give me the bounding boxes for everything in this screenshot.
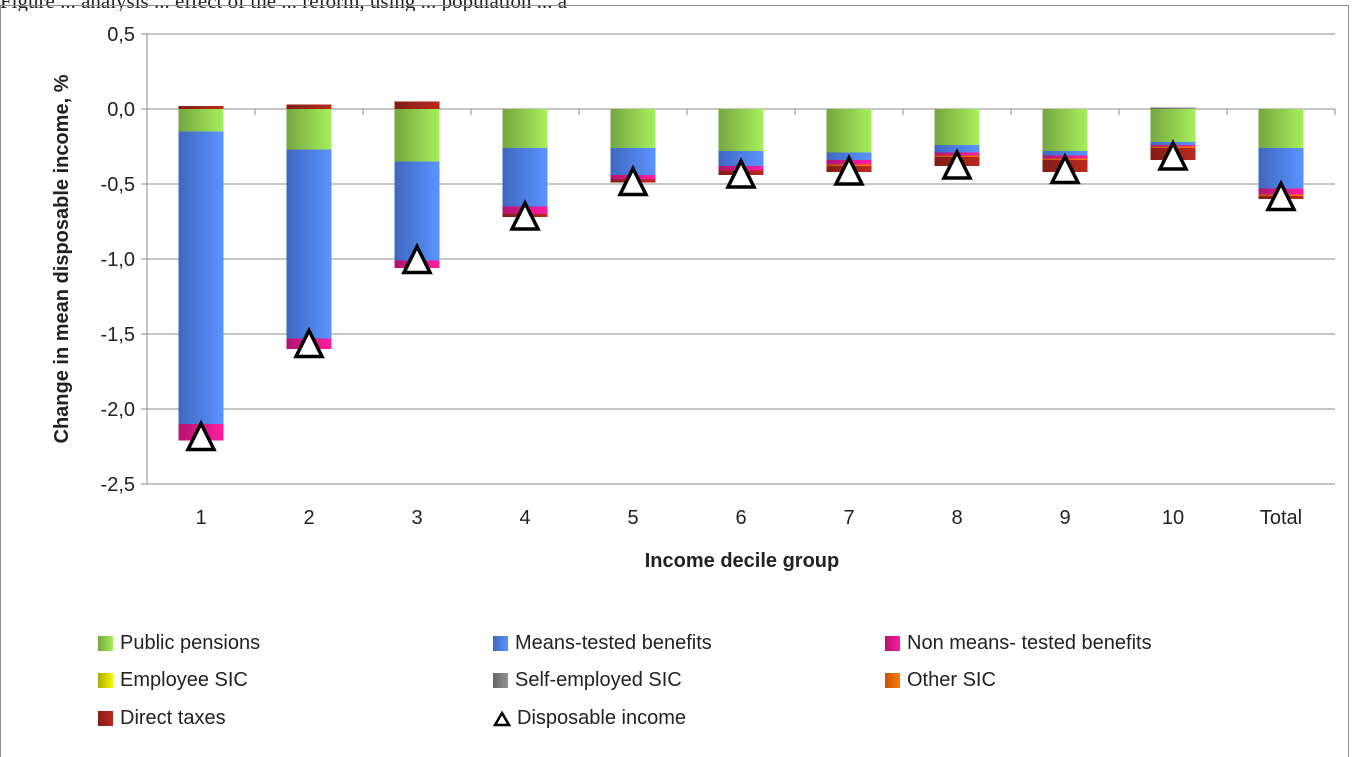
bar-segment	[178, 109, 224, 132]
x-tick-label: 6	[735, 507, 746, 529]
legend-label: Other SIC	[907, 669, 996, 691]
bar-segment	[502, 109, 548, 148]
legend-swatch	[885, 673, 900, 688]
legend-swatch	[98, 636, 113, 651]
y-tick-label: 0,5	[107, 24, 135, 46]
legend-swatch	[885, 636, 900, 651]
disposable-income-marker	[401, 242, 433, 275]
x-axis-title: Income decile group	[645, 550, 839, 572]
legend-label: Disposable income	[517, 707, 686, 729]
legend-swatch	[493, 673, 508, 688]
legend-swatch	[98, 673, 113, 688]
bar-segment	[286, 109, 332, 150]
legend-item: Means-tested benefits	[493, 632, 712, 655]
bar-segment	[178, 131, 224, 424]
bar-segment	[394, 101, 440, 109]
bar-segment	[1150, 109, 1196, 142]
disposable-income-marker	[293, 326, 325, 359]
triangle-marker-icon	[493, 710, 511, 726]
bar-segment	[826, 109, 872, 153]
x-tick-label: 9	[1059, 507, 1070, 529]
disposable-income-marker	[725, 157, 757, 189]
bar-segment	[1258, 109, 1304, 148]
legend-label: Direct taxes	[120, 707, 226, 729]
disposable-income-marker	[833, 154, 865, 186]
y-tick-label: -2,5	[101, 474, 135, 496]
disposable-income-marker	[1265, 179, 1297, 212]
x-tick-label: 3	[411, 507, 422, 529]
disposable-income-marker	[509, 199, 541, 231]
y-tick-label: -0,5	[101, 174, 135, 196]
x-tick-label: 1	[195, 507, 206, 529]
bar-segment	[1150, 107, 1196, 109]
legend-item: Other SIC	[885, 669, 996, 692]
legend-item: Employee SIC	[98, 669, 248, 692]
legend-item: Disposable income	[493, 707, 686, 730]
x-tick-label: 8	[951, 507, 962, 529]
legend-label: Self-employed SIC	[515, 669, 682, 691]
y-tick-label: -2,0	[101, 399, 135, 421]
legend-label: Public pensions	[120, 632, 261, 654]
bar-segment	[394, 109, 440, 162]
bar-segment	[178, 106, 224, 109]
legend-swatch	[493, 636, 508, 651]
bar-segment	[934, 109, 980, 145]
disposable-income-marker	[185, 419, 217, 452]
bar-segment	[502, 148, 548, 207]
x-tick-label: 5	[627, 507, 638, 529]
legend-swatch	[98, 711, 113, 726]
y-axis-title: Change in mean disposable income, %	[51, 74, 73, 443]
legend-item: Direct taxes	[98, 707, 226, 730]
disposable-income-marker	[941, 148, 973, 180]
disposable-income-marker	[1049, 152, 1081, 185]
x-tick-label: 7	[843, 507, 854, 529]
legend-label: Employee SIC	[120, 669, 248, 691]
y-tick-label: 0,0	[107, 99, 135, 121]
y-tick-label: -1,5	[101, 324, 135, 346]
bar-segment	[286, 149, 332, 339]
disposable-income-marker	[1157, 139, 1189, 171]
x-tick-label: Total	[1260, 507, 1302, 529]
x-tick-label: 2	[303, 507, 314, 529]
legend-label: Non means- tested benefits	[907, 632, 1152, 654]
bar-segment	[1042, 109, 1088, 151]
bar-segment	[286, 104, 332, 109]
bar-segment	[610, 109, 656, 148]
legend-item: Public pensions	[98, 632, 260, 655]
legend-item: Self-employed SIC	[493, 669, 682, 692]
y-tick-label: -1,0	[101, 249, 135, 271]
disposable-income-marker	[617, 164, 649, 197]
x-tick-label: 10	[1162, 507, 1184, 529]
legend-item: Non means- tested benefits	[885, 632, 1152, 655]
x-tick-label: 4	[519, 507, 530, 529]
bar-segment	[718, 109, 764, 151]
chart-frame	[0, 5, 1349, 757]
legend-label: Means-tested benefits	[515, 632, 712, 654]
